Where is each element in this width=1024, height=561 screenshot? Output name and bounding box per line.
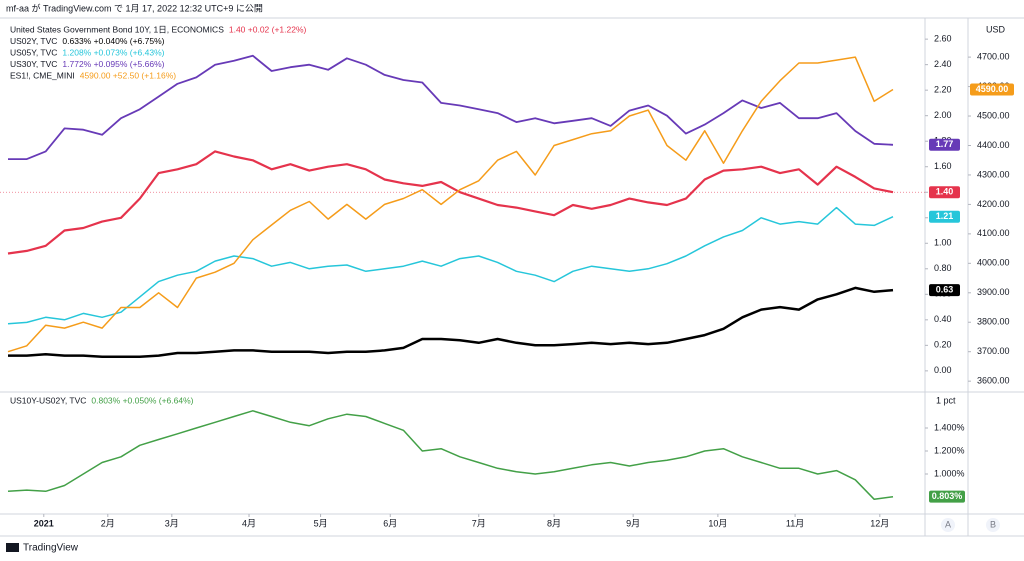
legend-values: 4590.00 +52.50 (+1.16%) — [80, 70, 177, 80]
y-tick-label: 2.00 — [934, 110, 952, 120]
legend-name: ES1!, CME_MINI — [10, 70, 75, 80]
y-tick-label: 1.000% — [934, 468, 965, 478]
series-line — [8, 286, 894, 359]
x-tick-label: 8月 — [547, 518, 561, 528]
last-value-badge — [970, 83, 1014, 96]
last-value-label: 4590.00 — [976, 84, 1009, 94]
scale-button-label[interactable]: A — [945, 519, 951, 529]
y-tick-label: 0.20 — [934, 340, 952, 350]
scale-button[interactable] — [986, 518, 1000, 532]
last-value-badge — [929, 186, 960, 199]
y-tick-label: 2.60 — [934, 34, 952, 44]
brand: TradingView — [23, 543, 79, 554]
y2-tick-label: 3900.00 — [977, 287, 1010, 297]
series-line — [8, 54, 894, 161]
last-value-label: 1.77 — [936, 139, 954, 149]
last-value-badge — [929, 138, 960, 151]
legend-name: United States Government Bond 10Y, 1日, E… — [10, 24, 224, 34]
y-tick-label: 0.40 — [934, 314, 952, 324]
x-tick-label: 7月 — [472, 518, 486, 528]
legend-values: 1.208% +0.073% (+6.43%) — [62, 47, 164, 57]
y2-tick-label: 4100.00 — [977, 228, 1010, 238]
series-line — [7, 150, 894, 255]
legend-values: 0.633% +0.040% (+6.75%) — [62, 36, 164, 46]
series-line — [7, 56, 894, 353]
last-value-badge — [929, 284, 960, 297]
y-tick-label: 2.40 — [934, 59, 952, 69]
x-tick-label: 11月 — [786, 518, 804, 528]
y-tick-label: 1.400% — [934, 422, 965, 432]
scale-button[interactable] — [941, 518, 955, 532]
scale-button-label[interactable]: B — [990, 519, 996, 529]
brand-logo — [6, 543, 19, 552]
x-tick-label: 3月 — [165, 518, 179, 528]
y-tick-label: 0.80 — [934, 263, 952, 273]
y2-tick-label: 3700.00 — [977, 346, 1010, 356]
last-value-label: 0.63 — [936, 284, 954, 294]
last-value-label: 0.803% — [932, 491, 963, 501]
x-tick-label: 5月 — [314, 518, 328, 528]
legend-name: US05Y, TVC — [10, 47, 57, 57]
legend-values: 1.772% +0.095% (+5.66%) — [62, 59, 164, 69]
last-value-label: 1.40 — [936, 187, 954, 197]
y-tick-label: 1.200% — [934, 445, 965, 455]
y2-tick-label: 4200.00 — [977, 199, 1010, 209]
legend-name: US02Y, TVC — [10, 36, 57, 46]
x-tick-label: 2月 — [101, 518, 115, 528]
y2-tick-label: 4400.00 — [977, 140, 1010, 150]
x-tick-label: 12月 — [870, 518, 889, 528]
y-tick-label: 0.00 — [934, 365, 952, 375]
y-tick-label: 1.60 — [934, 161, 952, 171]
legend-values: 0.803% +0.050% (+6.64%) — [91, 395, 193, 405]
y2-tick-label: 3800.00 — [977, 317, 1010, 327]
legend-name: US10Y-US02Y, TVC — [10, 395, 86, 405]
series-line — [7, 206, 894, 325]
series-line — [7, 410, 894, 501]
published-note: mf-aa が TradingView.com で 1月 17, 2022 12… — [6, 2, 263, 13]
legend-values: 1.40 +0.02 (+1.22%) — [229, 24, 307, 34]
x-tick-label: 2021 — [34, 518, 54, 528]
x-tick-label: 10月 — [708, 518, 727, 528]
x-tick-label: 6月 — [383, 518, 397, 528]
y-tick-label: 1.00 — [934, 238, 952, 248]
y2-tick-label: 4500.00 — [977, 110, 1010, 120]
y2-tick-label: 4300.00 — [977, 169, 1010, 179]
last-value-badge — [929, 210, 960, 223]
x-tick-label: 4月 — [242, 518, 256, 528]
y-tick-label: 2.20 — [934, 85, 952, 95]
unit-label: USD — [986, 24, 1006, 34]
x-tick-label: 9月 — [626, 518, 640, 528]
last-value-badge — [929, 490, 965, 503]
y2-tick-label: 3600.00 — [977, 376, 1010, 386]
y2-tick-label: 4700.00 — [977, 51, 1010, 61]
legend-name: US30Y, TVC — [10, 59, 57, 69]
last-value-label: 1.21 — [936, 211, 954, 221]
unit-label: 1 pct — [936, 395, 956, 405]
y2-tick-label: 4000.00 — [977, 258, 1010, 268]
